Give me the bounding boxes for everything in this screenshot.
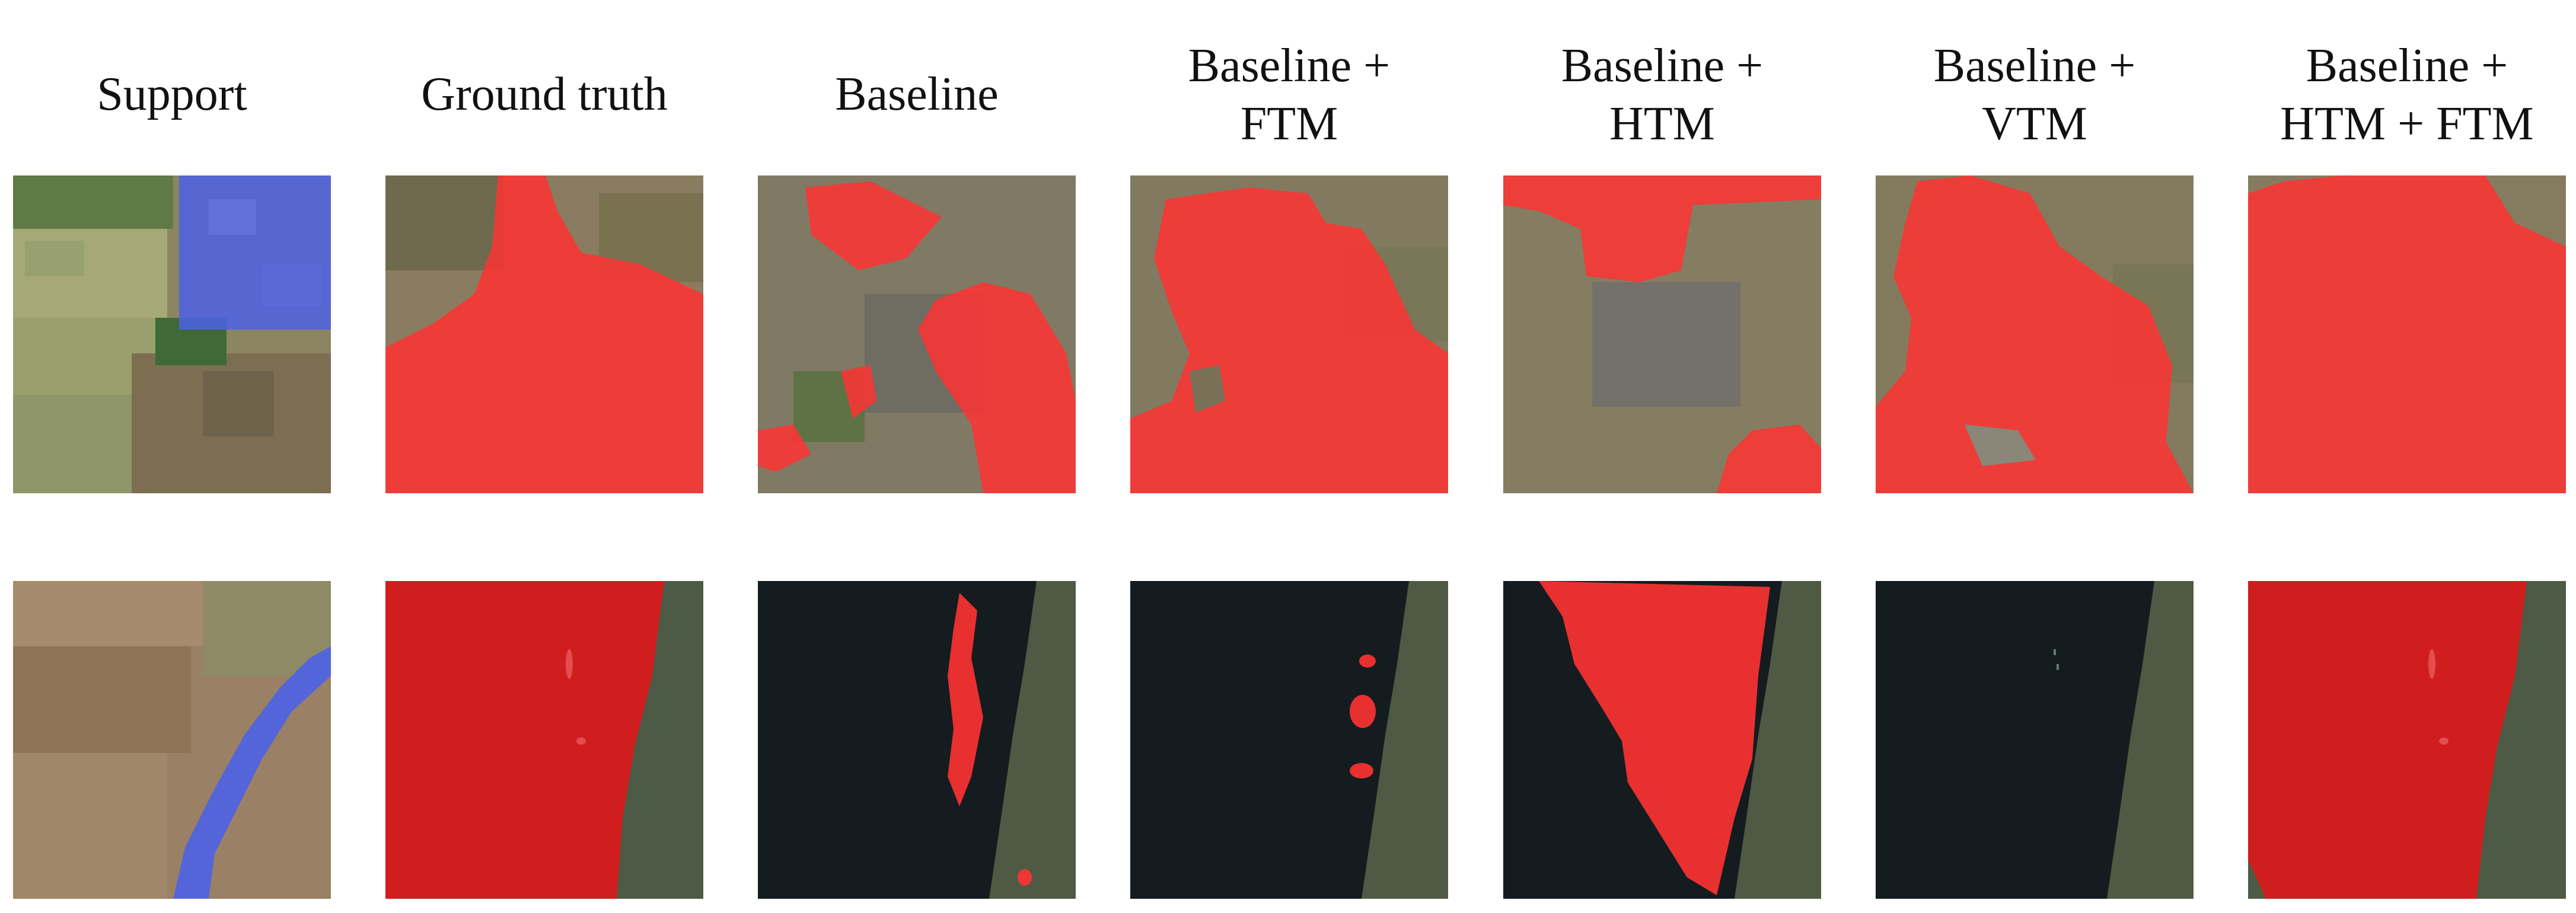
baseline-htm-ftm-image-row1	[2248, 175, 2566, 493]
baseline-image-row2	[758, 581, 1076, 899]
baseline-vtm-image-row1	[1876, 175, 2194, 493]
column-header-ground-truth: Ground truth	[421, 68, 668, 120]
column-header-baseline-ftm: Baseline + FTM	[1188, 40, 1391, 150]
column-header-baseline-htm-ftm: Baseline + HTM + FTM	[2280, 40, 2534, 150]
baseline-vtm-image-row2	[1876, 581, 2194, 899]
column-header-baseline-vtm: Baseline + VTM	[1933, 40, 2136, 150]
column-header-baseline: Baseline	[835, 68, 999, 120]
baseline-htm-ftm-image-row2	[2248, 581, 2566, 899]
baseline-htm-image-row1	[1503, 175, 1821, 493]
baseline-htm-image-row2	[1503, 581, 1821, 899]
column-header-support: Support	[97, 68, 247, 120]
support-image-row2	[13, 581, 331, 899]
support-image-row1	[13, 175, 331, 493]
baseline-ftm-image-row1	[1130, 175, 1448, 493]
column-header-baseline-htm: Baseline + HTM	[1561, 40, 1764, 150]
ground-truth-image-row2	[385, 581, 703, 899]
baseline-image-row1	[758, 175, 1076, 493]
ground-truth-image-row1	[385, 175, 703, 493]
baseline-ftm-image-row2	[1130, 581, 1448, 899]
